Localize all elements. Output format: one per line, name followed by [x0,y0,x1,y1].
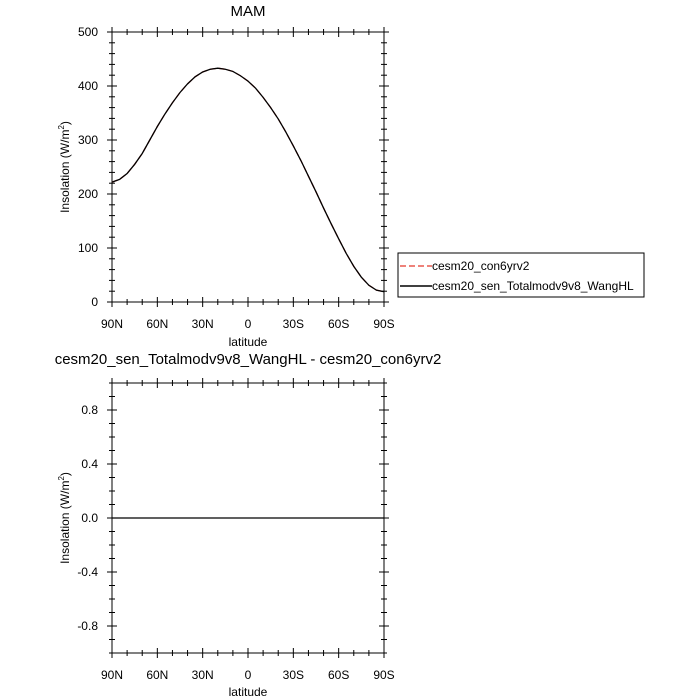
top-x-tick-label: 60S [328,317,349,331]
bottom-y-tick-label: 0.4 [81,457,98,471]
top-y-tick-label: 500 [78,25,98,39]
top-x-tick-label: 90S [373,317,394,331]
bottom-y-tick-label: 0.8 [81,403,98,417]
top-y-tick-label: 100 [78,241,98,255]
top-x-tick-label: 90N [101,317,123,331]
bottom-x-tick-label: 60S [328,668,349,682]
bottom-y-tick-label: -0.4 [77,565,98,579]
legend: cesm20_con6yrv2 cesm20_sen_Totalmodv9v8_… [397,252,645,298]
top-x-tick-label: 30N [192,317,214,331]
bottom-y-axis-label: Insolation (W/m2) [57,472,72,564]
top-y-tick-label: 400 [78,79,98,93]
top-y-tick-label: 200 [78,187,98,201]
top-y-tick-label: 0 [91,295,98,309]
top-plot-area: 90N 60N 30N 0 30S 60S 90S 0 100 200 300 400 500 [78,25,395,331]
bottom-plot-area: 90N 60N 30N 0 30S 60S 90S 0.8 0.4 0.0 -0.4 -0.8 [77,378,395,682]
top-x-tick-label: 30S [283,317,304,331]
bottom-x-tick-label: 60N [146,668,168,682]
bottom-chart-title: cesm20_sen_Totalmodv9v8_WangHL - cesm20_… [55,351,442,368]
top-plot-frame [111,31,385,303]
legend-label-con: cesm20_con6yrv2 [432,259,530,273]
legend-label-sen: cesm20_sen_Totalmodv9v8_WangHL [432,279,634,293]
bottom-y-tick-label: 0.0 [81,511,98,525]
top-x-tick-label: 0 [245,317,252,331]
bottom-x-tick-label: 90S [373,668,394,682]
bottom-x-tick-label: 0 [245,668,252,682]
top-chart-title: MAM [231,3,266,20]
top-series-line-0 [111,67,385,293]
bottom-x-tick-label: 30S [283,668,304,682]
top-x-axis-label: latitude [229,335,268,349]
bottom-x-tick-label: 90N [101,668,123,682]
bottom-x-axis-label: latitude [229,685,268,699]
top-y-tick-label: 300 [78,133,98,147]
legend-box [397,252,645,298]
top-x-tick-label: 60N [146,317,168,331]
bottom-x-tick-label: 30N [192,668,214,682]
top-series-line-1 [111,67,385,293]
bottom-y-tick-label: -0.8 [77,619,98,633]
top-y-axis-label: Insolation (W/m2) [57,121,72,213]
